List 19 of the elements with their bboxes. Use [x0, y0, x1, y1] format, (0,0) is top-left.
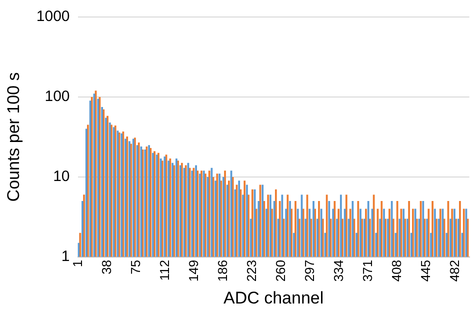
x-tick-label: 371	[360, 260, 375, 282]
x-tick-label: 297	[302, 260, 317, 282]
y-tick-label: 1000	[36, 8, 70, 26]
x-tick-label: 38	[99, 260, 114, 274]
x-tick-label: 75	[128, 260, 144, 274]
x-tick-label: 149	[186, 260, 202, 282]
x-tick-label: 112	[157, 260, 172, 281]
y-axis-title: Counts per 100 s	[4, 72, 23, 202]
x-tick-label: 408	[388, 260, 404, 282]
x-tick-label: 445	[418, 260, 433, 282]
x-tick-label: 334	[330, 260, 346, 282]
x-tick-label: 223	[244, 260, 259, 282]
x-tick-label: 186	[215, 260, 230, 282]
x-tick-label: 260	[272, 260, 288, 282]
x-tick-label: 1	[70, 260, 86, 268]
y-tick-label: 100	[44, 88, 70, 106]
x-axis-title: ADC channel	[223, 288, 324, 308]
x-tick-label: 482	[446, 260, 462, 282]
y-tick-label: 10	[53, 168, 70, 186]
